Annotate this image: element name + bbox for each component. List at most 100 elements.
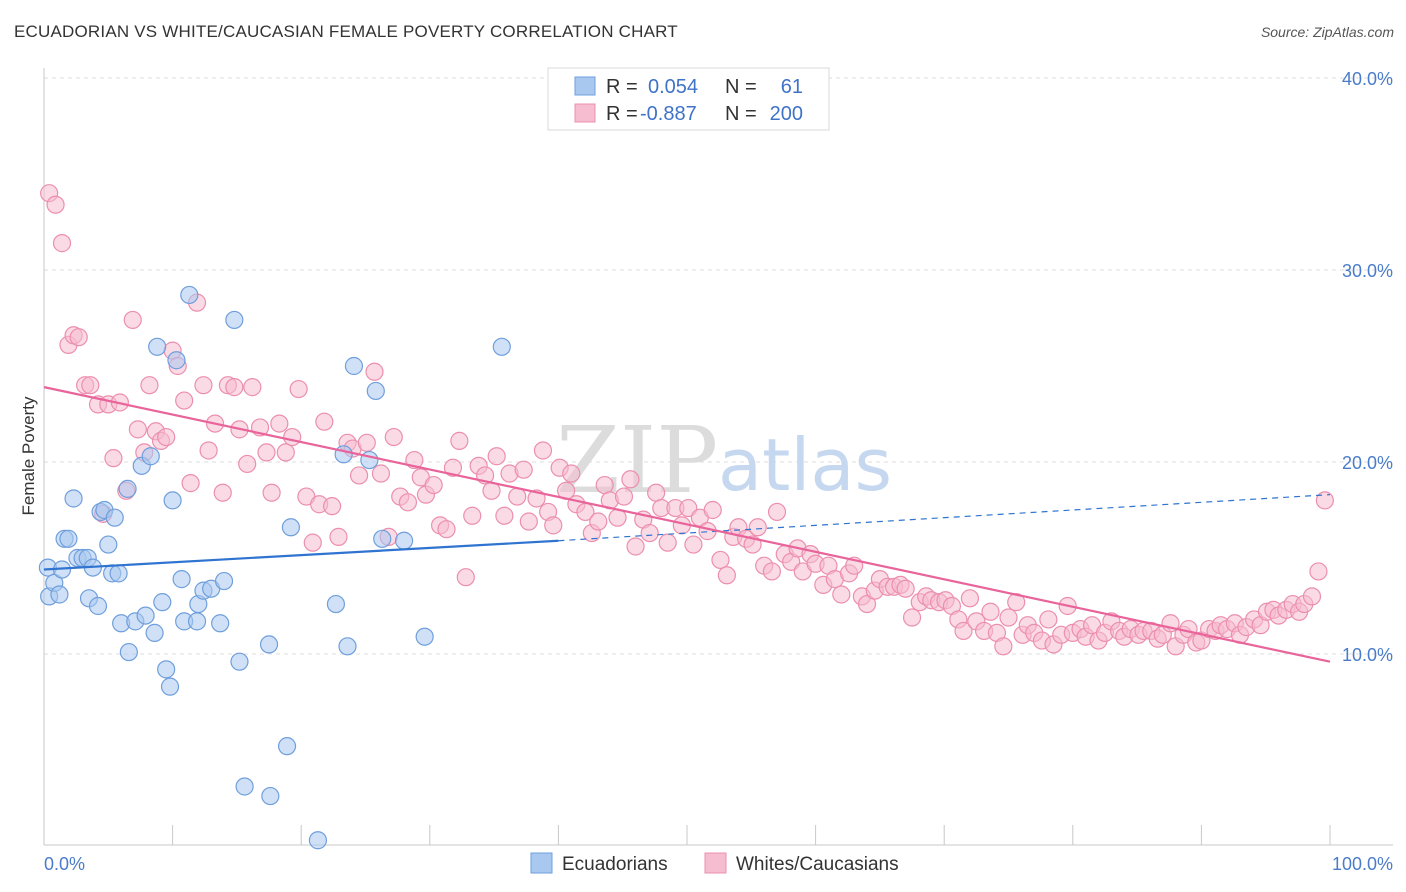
y-tick-label: 30.0% <box>1342 261 1393 281</box>
data-point <box>175 391 194 410</box>
legend-swatch-ecuadorians <box>574 76 596 96</box>
data-point <box>329 527 348 546</box>
data-point <box>172 570 191 589</box>
data-point <box>64 489 83 508</box>
data-point <box>225 378 244 397</box>
data-point <box>595 475 614 495</box>
data-point <box>832 585 851 604</box>
data-point <box>338 637 357 656</box>
data-point <box>59 529 78 548</box>
data-point <box>46 195 65 214</box>
data-point <box>283 427 302 447</box>
data-point <box>684 535 703 554</box>
data-point <box>157 660 176 679</box>
data-point <box>398 493 418 512</box>
data-point <box>981 602 1000 621</box>
data-point <box>394 531 414 550</box>
data-point <box>303 533 322 552</box>
data-point <box>562 464 581 483</box>
data-point <box>281 518 301 537</box>
data-point <box>360 450 379 470</box>
data-point <box>194 376 213 395</box>
legend-swatch-whites <box>574 103 596 123</box>
data-point <box>105 508 124 527</box>
data-point <box>443 458 463 477</box>
data-point <box>492 337 511 356</box>
data-point <box>1309 562 1328 581</box>
data-point <box>450 431 469 450</box>
y-tick-labels: 10.0% 20.0% 30.0% 40.0% <box>1342 69 1393 665</box>
data-point <box>243 378 262 397</box>
trend-line-ecuadorians-extension <box>558 494 1331 542</box>
data-point <box>211 614 230 633</box>
legend-swatch-ecuadorians <box>530 852 553 874</box>
data-point <box>289 379 308 399</box>
data-point <box>487 447 506 466</box>
data-point <box>437 520 456 539</box>
legend-swatch-whites <box>704 852 727 874</box>
legend-n-label: N = <box>725 76 757 98</box>
data-point <box>711 550 730 570</box>
data-point <box>259 635 279 654</box>
legend-top: R = 0.054 N = 61 R = -0.887 N = 200 <box>547 67 830 131</box>
data-point <box>514 460 533 479</box>
trend-lines <box>43 386 1331 663</box>
data-point <box>187 612 207 631</box>
data-point <box>640 523 659 543</box>
data-point <box>163 491 182 510</box>
data-point <box>140 376 159 395</box>
data-point <box>334 445 353 464</box>
x-tick-label-min: 0.0% <box>44 854 85 874</box>
trend-line-ecuadorians <box>43 539 559 571</box>
data-point <box>88 596 108 616</box>
data-point <box>365 362 384 381</box>
data-point <box>145 623 164 642</box>
data-point <box>262 483 281 502</box>
data-point <box>153 593 172 612</box>
data-point <box>647 483 666 502</box>
data-point <box>181 474 200 493</box>
series-whites-caucasians <box>40 184 1334 656</box>
data-point <box>50 585 69 604</box>
data-point <box>614 487 634 506</box>
legend-r-value: 0.054 <box>648 76 698 98</box>
data-point <box>626 537 645 556</box>
legend-label-whites: Whites/Caucasians <box>736 854 899 875</box>
data-point <box>270 414 289 433</box>
data-point <box>508 487 527 506</box>
y-tick-label: 10.0% <box>1342 645 1393 665</box>
data-point <box>123 310 142 330</box>
data-point <box>238 454 257 474</box>
data-point <box>214 571 234 591</box>
data-point <box>261 786 280 806</box>
chart-title: ECUADORIAN VS WHITE/CAUCASIAN FEMALE POV… <box>14 22 678 41</box>
data-point <box>141 447 160 466</box>
data-point <box>277 737 297 756</box>
data-point <box>703 500 722 520</box>
data-point <box>589 512 608 531</box>
legend-r-value: -0.887 <box>640 103 697 125</box>
watermark-zip: ZIP <box>556 407 718 514</box>
data-point <box>136 606 155 625</box>
data-point <box>463 506 482 525</box>
data-point <box>167 351 186 370</box>
data-point <box>109 564 128 583</box>
x-tick-label-max: 100.0% <box>1332 854 1393 874</box>
data-point <box>157 427 176 447</box>
data-point <box>762 562 781 581</box>
data-point <box>160 677 180 696</box>
data-point <box>69 328 88 347</box>
data-point <box>371 464 391 483</box>
data-point <box>366 381 385 401</box>
data-point <box>99 535 118 554</box>
data-point <box>373 529 392 548</box>
legend-bottom: Ecuadorians Whites/Caucasians <box>530 852 899 875</box>
legend-r-label: R = <box>606 103 638 125</box>
data-point <box>954 621 973 641</box>
data-point <box>199 441 218 460</box>
y-tick-label: 20.0% <box>1342 453 1393 473</box>
data-point <box>322 497 342 516</box>
data-point <box>1302 587 1322 606</box>
data-point <box>748 518 767 537</box>
